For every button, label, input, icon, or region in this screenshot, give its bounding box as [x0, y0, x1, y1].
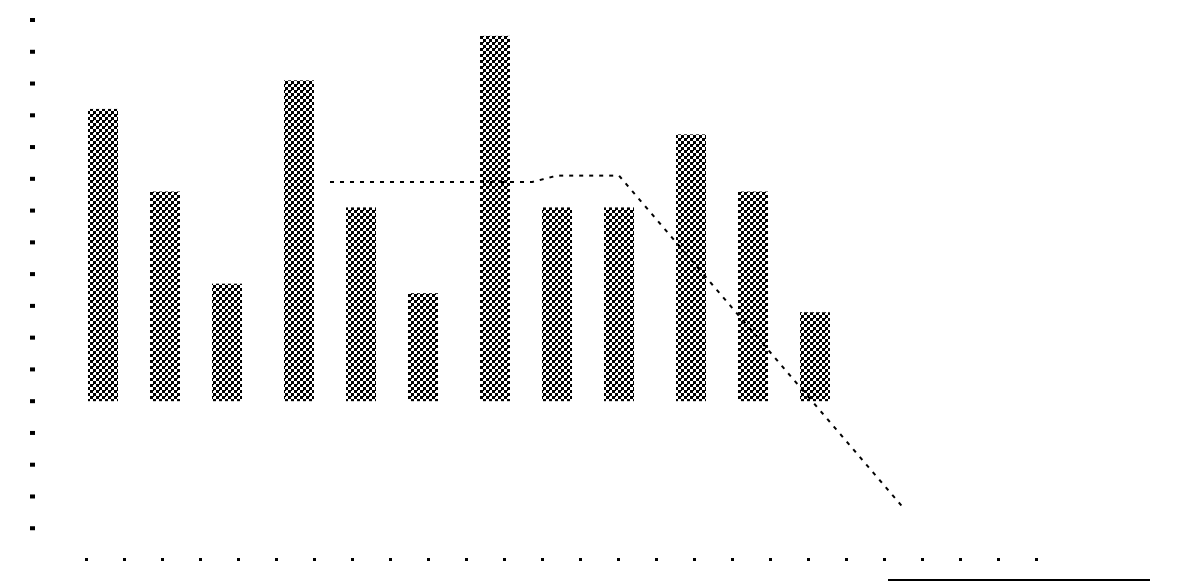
- x-tick-mark: [503, 558, 506, 561]
- y-tick-mark: [30, 145, 35, 150]
- x-tick-mark: [427, 558, 430, 561]
- y-tick-mark: [30, 81, 35, 86]
- x-tick-mark: [275, 558, 278, 561]
- bar: [212, 283, 242, 402]
- y-tick-mark: [30, 49, 35, 54]
- x-tick-mark: [579, 558, 582, 561]
- x-tick-mark: [655, 558, 658, 561]
- x-tick-mark: [921, 558, 924, 561]
- bar: [346, 207, 376, 402]
- y-tick-mark: [30, 240, 35, 245]
- x-tick-mark: [313, 558, 316, 561]
- x-axis: [85, 558, 1038, 561]
- bar: [480, 35, 510, 402]
- x-tick-mark: [959, 558, 962, 561]
- bar: [800, 312, 830, 402]
- y-tick-mark: [30, 303, 35, 308]
- bar: [88, 108, 118, 402]
- x-tick-mark: [237, 558, 240, 561]
- y-tick-mark: [30, 494, 35, 499]
- x-tick-mark: [617, 558, 620, 561]
- x-tick-mark: [997, 558, 1000, 561]
- x-tick-mark: [1035, 558, 1038, 561]
- y-tick-mark: [30, 113, 35, 118]
- bar: [284, 80, 314, 402]
- x-tick-mark: [845, 558, 848, 561]
- y-tick-mark: [30, 430, 35, 435]
- x-tick-mark: [541, 558, 544, 561]
- bar: [738, 191, 768, 402]
- y-tick-mark: [30, 272, 35, 277]
- y-tick-mark: [30, 18, 35, 22]
- bar: [604, 207, 634, 402]
- x-tick-mark: [389, 558, 392, 561]
- x-tick-mark: [123, 558, 126, 561]
- bar-series: [88, 35, 830, 402]
- y-tick-mark: [30, 176, 35, 181]
- bar: [676, 134, 706, 402]
- y-tick-mark: [30, 526, 35, 531]
- x-tick-mark: [351, 558, 354, 561]
- y-tick-mark: [30, 208, 35, 213]
- x-tick-mark: [85, 558, 88, 561]
- x-tick-mark: [731, 558, 734, 561]
- y-tick-mark: [30, 399, 35, 404]
- y-axis: [30, 18, 35, 531]
- x-tick-mark: [199, 558, 202, 561]
- y-tick-mark: [30, 367, 35, 372]
- bar: [150, 191, 180, 402]
- x-tick-mark: [465, 558, 468, 561]
- bar: [542, 207, 572, 402]
- x-tick-mark: [883, 558, 886, 561]
- x-tick-mark: [693, 558, 696, 561]
- bar: [408, 293, 438, 402]
- y-tick-mark: [30, 462, 35, 467]
- y-tick-mark: [30, 335, 35, 340]
- x-tick-mark: [807, 558, 810, 561]
- x-tick-mark: [769, 558, 772, 561]
- x-tick-mark: [161, 558, 164, 561]
